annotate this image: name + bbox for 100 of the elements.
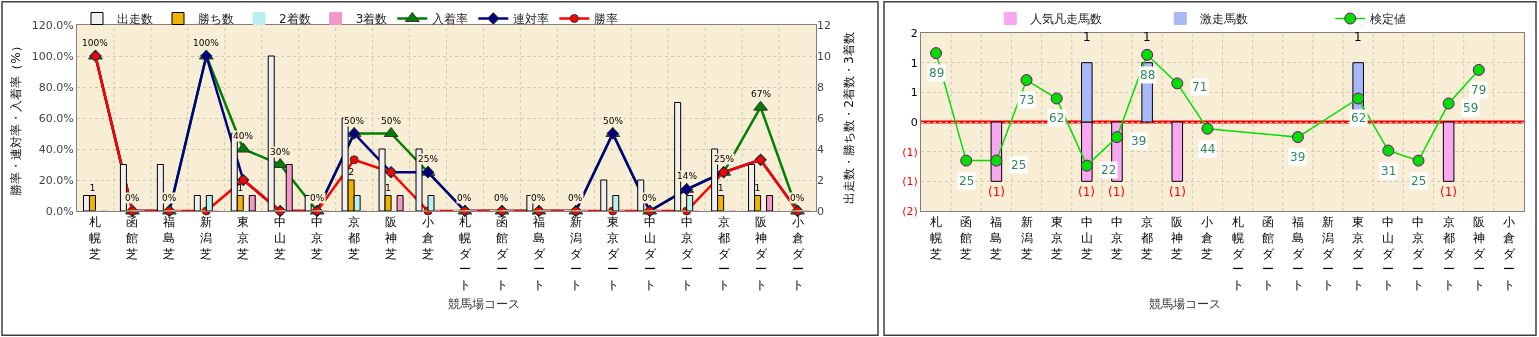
x-tick-label: 中山ダート (1382, 215, 1396, 292)
legend-label: 入着率 (432, 12, 469, 27)
y2-tick-label: 12 (817, 18, 831, 32)
data-label: 50% (344, 116, 365, 126)
x-tick-label: 阪神ダート (754, 215, 768, 292)
x-tick-label: 阪神芝 (1171, 215, 1184, 261)
x-tick-label: 小倉芝 (422, 215, 435, 261)
x-tick-label: 京都芝 (348, 215, 361, 261)
x-tick-label: 中山ダート (643, 215, 657, 292)
x-tick-label: 中京ダート (1412, 215, 1426, 292)
data-label: 39 (1290, 150, 1306, 164)
x-tick-label: 京都芝 (1141, 215, 1154, 261)
x-tick-label: 函館ダート (495, 215, 509, 292)
x-tick-label: 中山芝 (274, 215, 287, 261)
y-tick-label: 80.0% (38, 80, 74, 94)
y2-axis-title: 出走数・勝ち数・2着数・3着数 (841, 32, 856, 204)
data-label: 1 (89, 181, 96, 193)
x-tick-label: 京都ダート (1442, 215, 1456, 292)
data-label: 62 (1351, 111, 1367, 125)
data-label: 73 (1019, 93, 1035, 107)
data-label: 67% (751, 89, 772, 99)
data-label: 0% (642, 193, 657, 203)
data-label: 1 (754, 181, 761, 193)
x-tick-label: 小倉芝 (1201, 215, 1214, 261)
x-tick-label: 東京ダート (1352, 215, 1366, 292)
y-tick-label: 2 (910, 26, 918, 40)
y-tick-label: 1 (910, 86, 918, 100)
y-tick-label: (1) (902, 145, 918, 159)
data-label: 100% (193, 38, 220, 48)
legend-label: 勝率 (594, 12, 619, 27)
x-tick-label: 中京芝 (311, 215, 324, 261)
data-label: 89 (929, 66, 945, 80)
x-tick-label: 福島芝 (990, 215, 1003, 261)
y-tick-label: 1 (910, 56, 918, 70)
data-label: 50% (603, 116, 624, 126)
data-label: 25 (1011, 158, 1027, 172)
data-label: 25 (1411, 174, 1427, 188)
data-label: 40% (233, 131, 254, 141)
data-label: 25% (418, 154, 439, 164)
x-tick-label: 新潟芝 (1020, 215, 1033, 261)
x-tick-label: 函館芝 (126, 215, 139, 261)
legend-label: 検定値 (1370, 12, 1407, 27)
data-label: 0% (162, 193, 177, 203)
data-label: 88 (1140, 68, 1156, 82)
data-label: 25 (959, 174, 975, 188)
data-label: 100% (82, 38, 109, 48)
y-tick-label: 60.0% (38, 111, 74, 125)
data-label: 0% (125, 193, 140, 203)
data-label: 2 (348, 166, 355, 178)
legend-label: 勝ち数 (198, 12, 234, 27)
data-label: (1) (1108, 185, 1125, 199)
data-label: 50% (381, 116, 402, 126)
data-label: 79 (1471, 83, 1487, 97)
x-tick-label: 東京ダート (606, 215, 620, 292)
x-tick-label: 札幌芝 (930, 215, 943, 261)
y2-tick-label: 10 (817, 49, 831, 63)
x-tick-label: 札幌ダート (458, 215, 472, 292)
data-label: 1 (1083, 30, 1091, 44)
data-label: 0% (310, 193, 325, 203)
data-label: 39 (1131, 134, 1147, 148)
x-tick-label: 小倉ダート (1502, 215, 1516, 292)
x-tick-label: 阪神ダート (1472, 215, 1486, 292)
y-tick-label: 0.0% (45, 204, 74, 218)
legend-label: 2着数 (279, 12, 311, 27)
y-tick-label: (1) (902, 175, 918, 189)
y-tick-label: 120.0% (31, 18, 74, 32)
y-axis-title: 勝率・連対率・入着率（%） (9, 40, 24, 196)
data-label: 44 (1200, 142, 1216, 156)
x-tick-label: 中京芝 (1110, 215, 1123, 261)
x-tick-label: 札幌芝 (89, 215, 102, 261)
y2-tick-label: 6 (817, 111, 824, 125)
data-label: 0% (568, 193, 583, 203)
data-label: (1) (988, 185, 1005, 199)
x-tick-label: 中京ダート (680, 215, 694, 292)
data-label: 1 (1354, 30, 1362, 44)
x-tick-label: 阪神芝 (385, 215, 398, 261)
data-label: 25% (714, 154, 735, 164)
x-tick-label: 福島芝 (163, 215, 176, 261)
data-label: 0% (457, 193, 472, 203)
data-label: (1) (1078, 185, 1095, 199)
data-label: 1 (1143, 30, 1151, 44)
x-tick-label: 札幌ダート (1231, 215, 1245, 292)
x-axis-title: 競馬場コース (448, 297, 520, 311)
x-tick-label: 東京芝 (1050, 215, 1063, 261)
data-label: 71 (1192, 80, 1208, 94)
x-tick-label: 新潟ダート (1322, 215, 1336, 292)
data-label: 0% (494, 193, 509, 203)
data-label: 0% (790, 193, 805, 203)
x-tick-label: 京都ダート (717, 215, 731, 292)
x-tick-label: 東京芝 (237, 215, 250, 261)
y-tick-label: 0 (910, 115, 918, 129)
data-label: 31 (1381, 164, 1397, 178)
x-tick-label: 新潟ダート (569, 215, 583, 292)
data-label: 1 (385, 181, 392, 193)
data-label: 14% (677, 171, 698, 181)
legend-label: 連対率 (513, 12, 550, 27)
data-label: 1 (237, 181, 244, 193)
data-label: 62 (1049, 111, 1065, 125)
y-tick-label: 100.0% (31, 49, 74, 63)
data-label: (1) (1440, 185, 1457, 199)
